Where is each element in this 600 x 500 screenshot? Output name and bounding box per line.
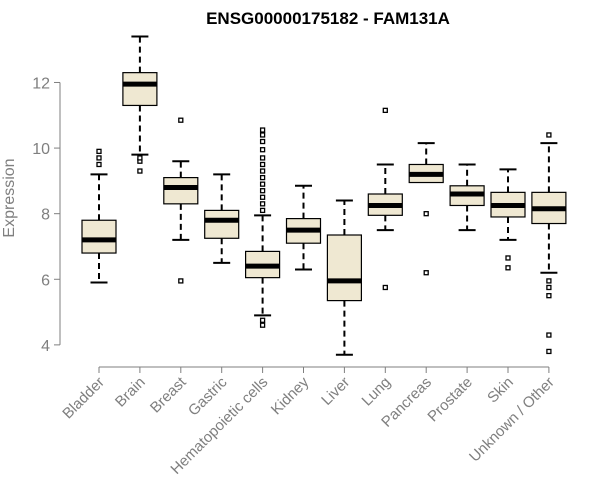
outlier-point: [382, 107, 388, 114]
iqr-box: [204, 209, 240, 239]
outlier-point: [178, 278, 184, 284]
iqr-box: [163, 177, 199, 205]
outlier-point: [259, 138, 266, 145]
outlier-point: [259, 194, 266, 200]
box-kidney: [285, 184, 322, 271]
outlier-point: [546, 284, 552, 291]
outlier-point: [259, 174, 266, 181]
box-gastric: [204, 173, 240, 264]
y-tick-label: 10: [32, 141, 50, 158]
outlier-point: [178, 117, 184, 123]
outlier-point: [546, 332, 552, 338]
outlier-point: [546, 278, 552, 284]
outlier-point: [505, 265, 511, 271]
outlier-point: [505, 255, 511, 261]
outlier-point: [423, 211, 429, 217]
box-breast: [163, 117, 199, 284]
outlier-point: [259, 201, 266, 207]
x-tick-label: Liver: [318, 374, 353, 409]
x-tick-label: Bladder: [59, 374, 108, 423]
outlier-point: [259, 161, 266, 168]
outlier-point: [259, 322, 266, 328]
y-axis: 4 6 8 10 12: [32, 75, 61, 355]
outlier-point: [259, 147, 266, 153]
outlier-point: [546, 293, 552, 299]
outlier-point: [259, 317, 266, 323]
box-bladder: [81, 148, 117, 284]
x-tick-label: Lung: [359, 374, 395, 410]
y-tick-label: 8: [41, 207, 50, 224]
outlier-point: [96, 148, 102, 155]
box-unknown-other: [531, 132, 567, 355]
outlier-point: [259, 207, 266, 214]
outlier-point: [259, 188, 266, 194]
outlier-point: [546, 348, 552, 355]
iqr-box: [122, 72, 158, 107]
outlier-point: [546, 132, 552, 138]
box-pancreas: [408, 142, 444, 276]
box-liver: [326, 199, 362, 356]
box-hematopoietic-cells: [245, 127, 281, 328]
y-axis-label: Expression: [1, 158, 18, 237]
outlier-point: [259, 181, 266, 187]
outlier-point: [259, 155, 266, 161]
outlier-point: [259, 168, 266, 174]
outlier-point: [96, 155, 102, 161]
x-tick-label: Prostate: [424, 374, 476, 426]
box-lung: [367, 107, 403, 291]
outlier-point: [259, 127, 266, 133]
outlier-point: [137, 168, 143, 174]
chart-title: ENSG00000175182 - FAM131A: [206, 9, 450, 28]
box-brain: [122, 35, 158, 174]
outlier-point: [382, 284, 388, 291]
y-tick-label: 4: [41, 338, 50, 355]
outlier-point: [137, 155, 143, 161]
iqr-box: [326, 234, 362, 302]
y-tick-label: 6: [41, 272, 50, 289]
box-skin: [490, 168, 526, 271]
outlier-point: [259, 132, 266, 138]
box-prostate: [449, 163, 485, 232]
x-tick-label: Skin: [484, 374, 517, 407]
y-tick-label: 12: [32, 75, 50, 92]
boxes-group: [81, 35, 567, 356]
iqr-box: [81, 219, 117, 254]
outlier-point: [423, 270, 429, 276]
x-tick-label: Kidney: [268, 373, 313, 418]
x-tick-label: Brain: [112, 374, 149, 411]
x-tick-label: Breast: [147, 373, 190, 416]
outlier-point: [96, 161, 102, 168]
